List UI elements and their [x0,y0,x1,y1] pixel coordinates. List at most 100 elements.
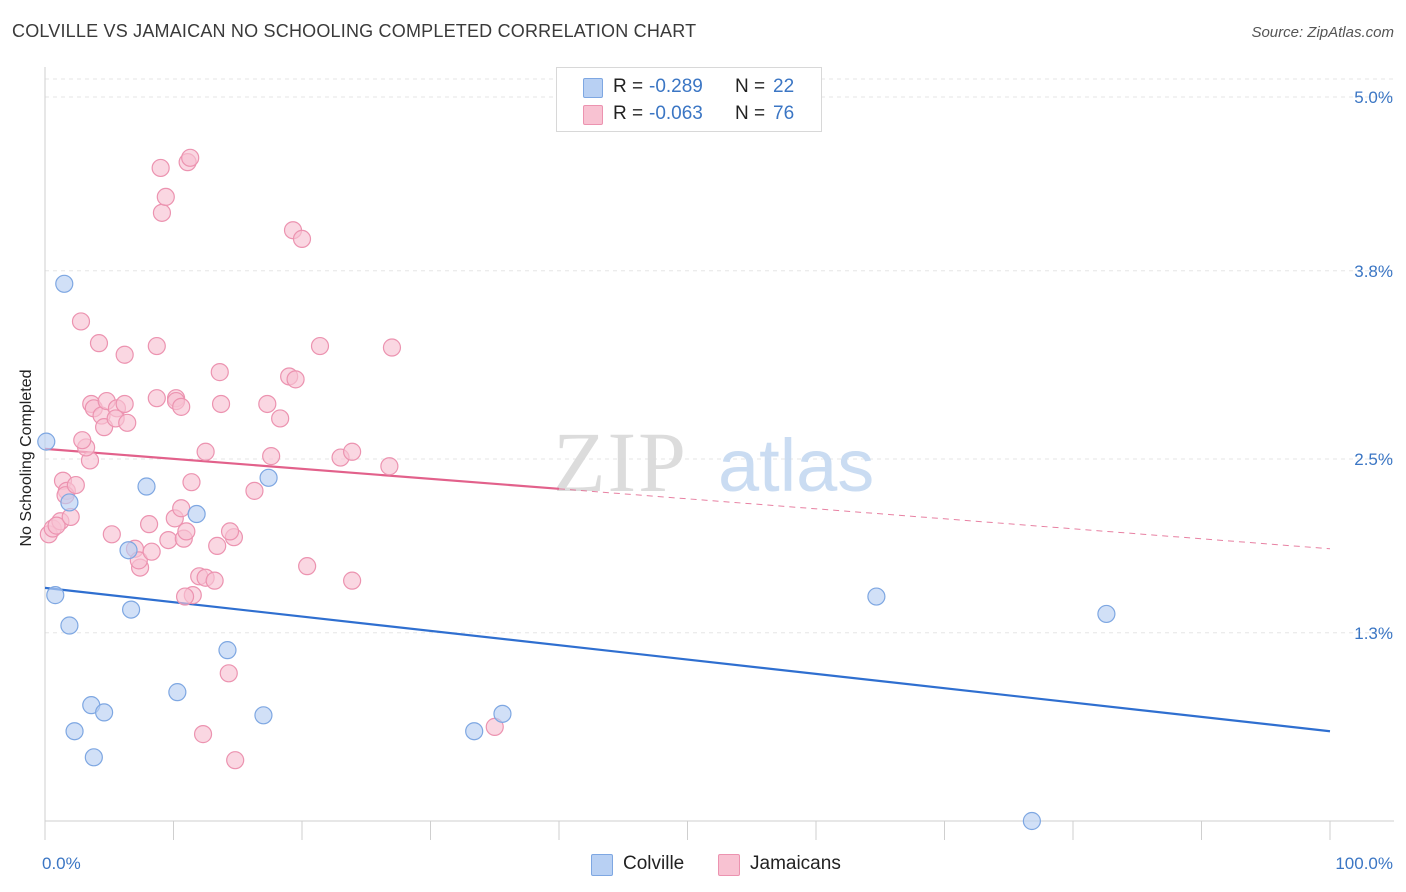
y-tick-label: 2.5% [1354,450,1393,469]
jamaican-point [172,499,191,518]
jamaican-point [71,312,91,331]
jamaican-point [211,394,231,414]
jamaican-point [89,334,109,353]
jamaican-swatch [718,854,740,876]
jamaican-point [205,571,224,590]
jamaican-point [193,725,213,744]
jamaican-point [343,571,362,590]
jamaican-point [159,530,178,550]
jamaican-point [181,148,200,167]
colville-point [493,704,512,723]
jamaican-point [196,442,215,461]
jamaican-point [147,389,166,408]
jamaican-point [262,447,281,466]
jamaican-point [219,664,238,683]
colville-point [119,541,138,560]
jamaican-point [47,516,66,535]
jamaican-point [172,397,191,416]
r-label: R = [613,103,644,124]
watermark-atlas: atlas [718,424,874,507]
jamaican-point [66,475,85,495]
jamaican-point [147,336,166,356]
jamaican-swatch [583,105,603,125]
jamaican-point [310,336,330,356]
jamaican-point [182,473,201,492]
jamaican-point [298,557,317,576]
jamaican-point [245,481,264,500]
correlation-legend: R = -0.289 N = 22 R = -0.063 N = 76 [556,67,822,132]
watermark-zip: ZIP [553,414,688,510]
r-value: -0.289 [649,76,703,97]
y-tick-label: 1.3% [1354,624,1393,643]
colville-swatch [591,854,613,876]
jamaicans-label: Jamaicans [750,853,841,874]
grid-lines [45,78,1394,634]
colville-point [187,504,206,524]
jamaican-point [152,203,172,222]
r-label: R = [613,76,644,97]
colville-point [84,748,103,767]
y-tick-label: 5.0% [1354,88,1393,107]
n-value: 22 [773,76,795,97]
axes [44,67,1394,840]
jamaican-point [226,751,245,770]
n-value: 76 [773,103,795,124]
jamaican-point [258,394,277,414]
colville-point [95,703,114,722]
jamaican-point [286,370,305,389]
data-points [37,148,1116,831]
colville-point [65,722,84,741]
colville-point [137,477,156,496]
chart-title: COLVILLE VS JAMAICAN NO SCHOOLING COMPLE… [12,21,697,41]
jamaican-point [380,457,399,476]
jamaican-point [292,229,312,249]
colville-point [37,432,56,451]
r-value: -0.063 [649,103,703,124]
colville-point [259,468,278,487]
colville-point [46,586,65,605]
jamaican-point [210,363,229,382]
colville-point [1097,604,1116,624]
colville-point [867,587,886,606]
jamaican-trend-extension [558,488,1331,550]
jamaican-trend-line [44,447,560,490]
jamaican-point [175,587,195,606]
colville-point [254,706,273,725]
jamaican-point [115,394,134,414]
n-label: N = [735,103,766,124]
jamaican-point [220,522,240,541]
jamaican-point [73,431,92,450]
colville-point [1022,811,1041,831]
watermark: ZIP atlas [553,414,874,510]
colville-point [168,683,187,702]
colville-point [121,600,141,619]
jamaican-point [382,338,402,357]
jamaican-point [118,413,137,432]
x-tick-label: 100.0% [1335,854,1393,873]
colville-point [60,616,79,635]
jamaican-point [115,345,134,364]
y-tick-label: 3.8% [1354,262,1393,281]
colville-label: Colville [623,853,685,874]
jamaican-point [271,409,290,428]
colville-point [55,274,74,293]
jamaican-point [343,442,362,461]
colville-point [465,722,484,741]
tick-labels: 1.3% 2.5% 3.8% 5.0% 0.0% 100.0% [42,88,1393,873]
x-tick-label: 0.0% [42,854,81,873]
n-label: N = [735,76,766,97]
colville-point [60,493,79,512]
jamaican-point [177,522,196,541]
colville-swatch [583,78,603,98]
jamaican-point [208,536,227,555]
source-note: Source: ZipAtlas.com [1251,24,1394,41]
colville-trend-line [44,586,1331,733]
jamaican-point [156,187,175,207]
jamaican-point [151,158,170,178]
trend-lines [44,447,1331,733]
jamaican-point [142,542,161,561]
jamaican-point [139,515,159,534]
colville-point [218,641,237,660]
jamaican-point [102,525,121,544]
